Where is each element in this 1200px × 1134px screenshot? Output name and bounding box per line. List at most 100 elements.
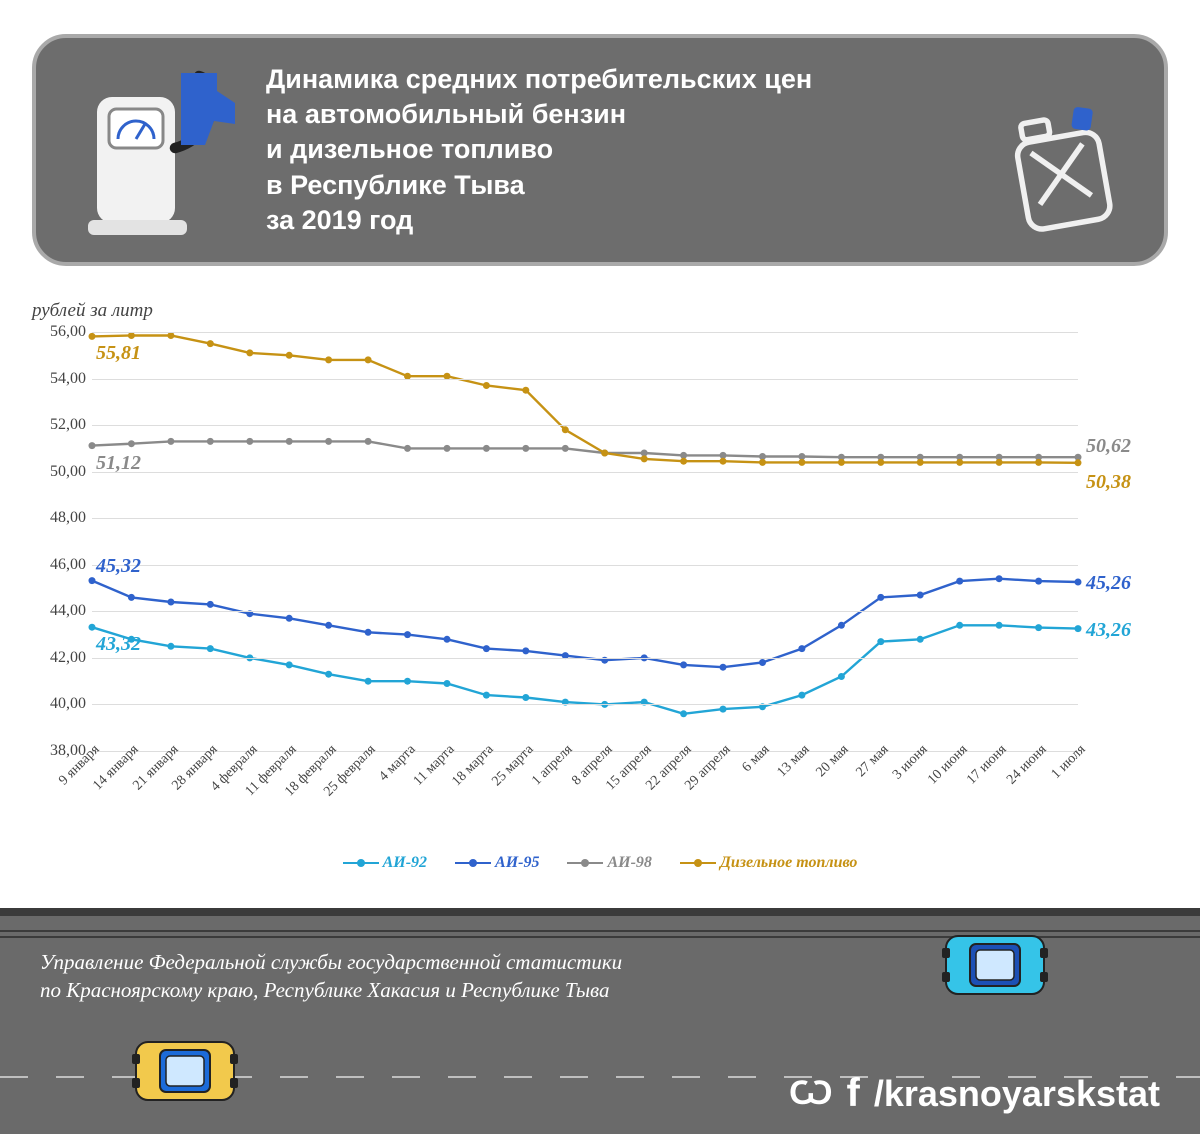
legend-item-ai98: АИ-98 (567, 854, 651, 872)
footer-road: Управление Федеральной службы государств… (0, 908, 1200, 1134)
series-line-diesel (92, 336, 1078, 463)
gridline (92, 425, 1078, 426)
plot-area: 38,0040,0042,0044,0046,0048,0050,0052,00… (92, 332, 1078, 752)
series-marker (996, 459, 1003, 466)
legend-label: Дизельное топливо (720, 854, 857, 872)
x-tick-label: 6 мая (740, 742, 774, 776)
series-marker (325, 356, 332, 363)
x-tick-label: 11 марта (411, 742, 459, 790)
price-chart: рублей за литр 38,0040,0042,0044,0046,00… (32, 300, 1168, 860)
series-marker (404, 631, 411, 638)
car-icon (130, 1036, 240, 1106)
series-marker (562, 426, 569, 433)
y-tick-label: 46,00 (34, 556, 86, 574)
series-marker (996, 622, 1003, 629)
series-line-ai92 (92, 625, 1078, 714)
series-marker (680, 458, 687, 465)
series-marker (522, 387, 529, 394)
social-handle: /krasnoyarskstat (874, 1073, 1160, 1115)
value-label-diesel-left: 55,81 (96, 342, 141, 365)
series-marker (720, 458, 727, 465)
footer-attribution: Управление Федеральной службы государств… (40, 948, 622, 1005)
x-tick-label: 1 июля (1049, 742, 1090, 783)
series-marker (483, 382, 490, 389)
series-marker (286, 438, 293, 445)
series-marker (404, 678, 411, 685)
gridline (92, 611, 1078, 612)
series-marker (522, 647, 529, 654)
value-label-ai95-left: 45,32 (96, 555, 141, 578)
series-marker (720, 664, 727, 671)
series-marker (325, 671, 332, 678)
series-marker (1035, 578, 1042, 585)
series-marker (89, 624, 96, 631)
value-label-ai92-left: 43,32 (96, 633, 141, 656)
series-marker (1075, 625, 1082, 632)
gridline (92, 472, 1078, 473)
y-tick-label: 44,00 (34, 602, 86, 620)
gridline (92, 518, 1078, 519)
gridline (92, 565, 1078, 566)
series-marker (325, 622, 332, 629)
series-marker (167, 332, 174, 339)
series-marker (996, 575, 1003, 582)
series-marker (286, 615, 293, 622)
legend-label: АИ-95 (495, 854, 539, 872)
social-links[interactable]: Ѡ f /krasnoyarskstat (789, 1071, 1160, 1116)
series-marker (483, 445, 490, 452)
x-tick-label: 10 июня (925, 742, 971, 788)
series-marker (798, 692, 805, 699)
facebook-icon: f (847, 1071, 860, 1116)
series-marker (877, 594, 884, 601)
legend-label: АИ-98 (607, 854, 651, 872)
series-marker (1035, 459, 1042, 466)
vk-icon: Ѡ (789, 1074, 833, 1113)
series-marker (444, 680, 451, 687)
series-marker (1035, 624, 1042, 631)
series-marker (365, 678, 372, 685)
x-tick-label: 24 июня (1004, 742, 1050, 788)
series-marker (444, 636, 451, 643)
legend-label: АИ-92 (383, 854, 427, 872)
gas-pump-icon (76, 64, 256, 244)
series-marker (89, 333, 96, 340)
series-marker (128, 440, 135, 447)
x-tick-label: 27 мая (853, 742, 892, 781)
y-tick-label: 40,00 (34, 695, 86, 713)
y-tick-label: 52,00 (34, 416, 86, 434)
y-tick-label: 42,00 (34, 649, 86, 667)
legend-item-ai92: АИ-92 (343, 854, 427, 872)
x-axis-ticks: 9 января14 января21 января28 января4 фев… (92, 742, 1078, 832)
series-marker (167, 599, 174, 606)
series-marker (877, 638, 884, 645)
series-marker (325, 438, 332, 445)
series-marker (956, 578, 963, 585)
x-tick-label: 13 мая (774, 742, 813, 781)
series-marker (956, 459, 963, 466)
series-marker (167, 438, 174, 445)
series-marker (286, 661, 293, 668)
legend-item-ai95: АИ-95 (455, 854, 539, 872)
y-tick-label: 50,00 (34, 463, 86, 481)
gridline (92, 704, 1078, 705)
legend-item-diesel: Дизельное топливо (680, 854, 857, 872)
legend: АИ-92 АИ-95 АИ-98 Дизельное топливо (0, 854, 1200, 872)
value-label-ai98-left: 51,12 (96, 452, 141, 475)
gridline (92, 379, 1078, 380)
series-marker (207, 340, 214, 347)
series-marker (1075, 579, 1082, 586)
series-marker (838, 622, 845, 629)
series-marker (1075, 459, 1082, 466)
series-marker (759, 459, 766, 466)
series-marker (522, 445, 529, 452)
series-marker (680, 710, 687, 717)
y-tick-label: 48,00 (34, 509, 86, 527)
series-marker (877, 459, 884, 466)
series-line-ai95 (92, 579, 1078, 668)
series-marker (483, 692, 490, 699)
series-marker (444, 445, 451, 452)
series-marker (838, 459, 845, 466)
series-marker (483, 645, 490, 652)
series-marker (917, 636, 924, 643)
series-marker (167, 643, 174, 650)
